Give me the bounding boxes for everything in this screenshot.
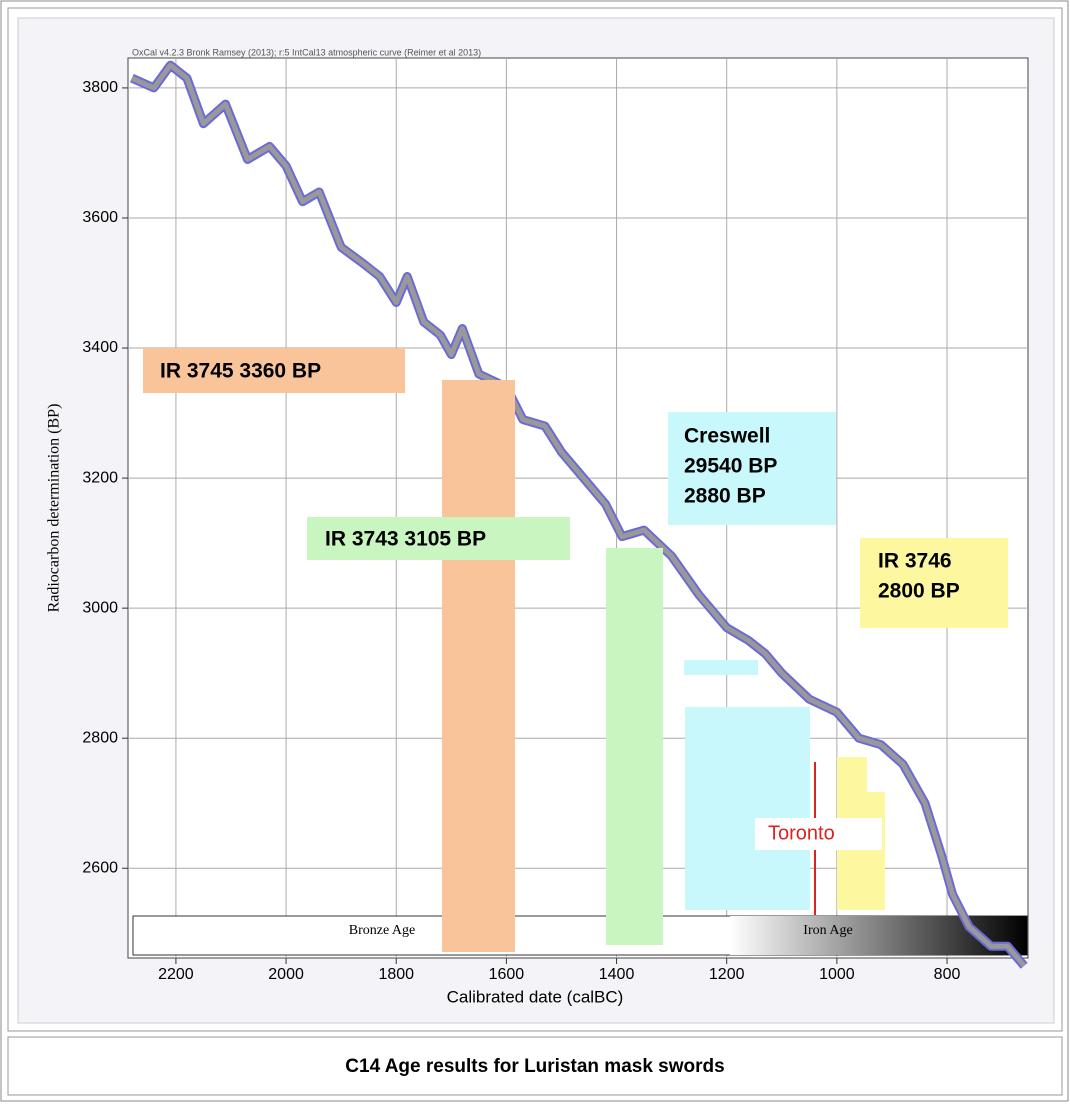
annotation: Toronto — [768, 822, 835, 844]
y-tick-label: 3800 — [82, 79, 118, 96]
y-tick-label: 3600 — [82, 209, 118, 226]
annotation-box — [860, 538, 1008, 628]
y-axis-label: Radiocarbon determination (BP) — [46, 404, 63, 613]
annotation-box — [755, 818, 882, 850]
y-tick-label: 3200 — [82, 469, 118, 486]
yellow-block — [865, 792, 885, 910]
orange-column — [442, 380, 515, 952]
annotation-box — [307, 517, 570, 560]
period-label: Iron Age — [803, 923, 852, 938]
y-tick-label: 2600 — [82, 859, 118, 876]
header: OxCal v4.2.3 Bronk Ramsey (2013); r:5 In… — [132, 47, 481, 57]
x-tick-label: 1600 — [489, 966, 525, 983]
annotation: IR 3746 — [878, 550, 952, 573]
cyan-strip — [684, 660, 758, 675]
x-tick-label: 1000 — [819, 966, 855, 983]
annotation-box — [668, 412, 836, 525]
x-tick-label: 2200 — [158, 966, 194, 983]
period-label: Bronze Age — [349, 923, 415, 938]
y-tick-label: 3400 — [82, 339, 118, 356]
green-column — [606, 548, 663, 945]
annotation-box — [143, 348, 405, 393]
annotation: 29540 BP — [684, 455, 777, 478]
x-tick-label: 800 — [934, 966, 961, 983]
annotation: Creswell — [684, 425, 770, 448]
caption: C14 Age results for Luristan mask swords — [345, 1056, 724, 1077]
x-tick-label: 1400 — [599, 966, 635, 983]
x-tick-label: 1200 — [709, 966, 745, 983]
cyan-block — [685, 707, 810, 910]
annotation: IR 3745 3360 BP — [160, 360, 321, 383]
y-tick-label: 2800 — [82, 729, 118, 746]
x-axis-label: Calibrated date (calBC) — [447, 987, 624, 1006]
plot-area — [127, 57, 1029, 959]
annotation: 2880 BP — [684, 485, 766, 508]
figure-cell — [7, 7, 1063, 1032]
y-tick-label: 3000 — [82, 599, 118, 616]
annotation: 2800 BP — [878, 580, 960, 603]
annotation: IR 3743 3105 BP — [325, 528, 486, 551]
x-tick-label: 2000 — [268, 966, 304, 983]
caption-cell — [7, 1036, 1063, 1096]
curve — [130, 62, 1027, 968]
x-tick-label: 1800 — [378, 966, 414, 983]
